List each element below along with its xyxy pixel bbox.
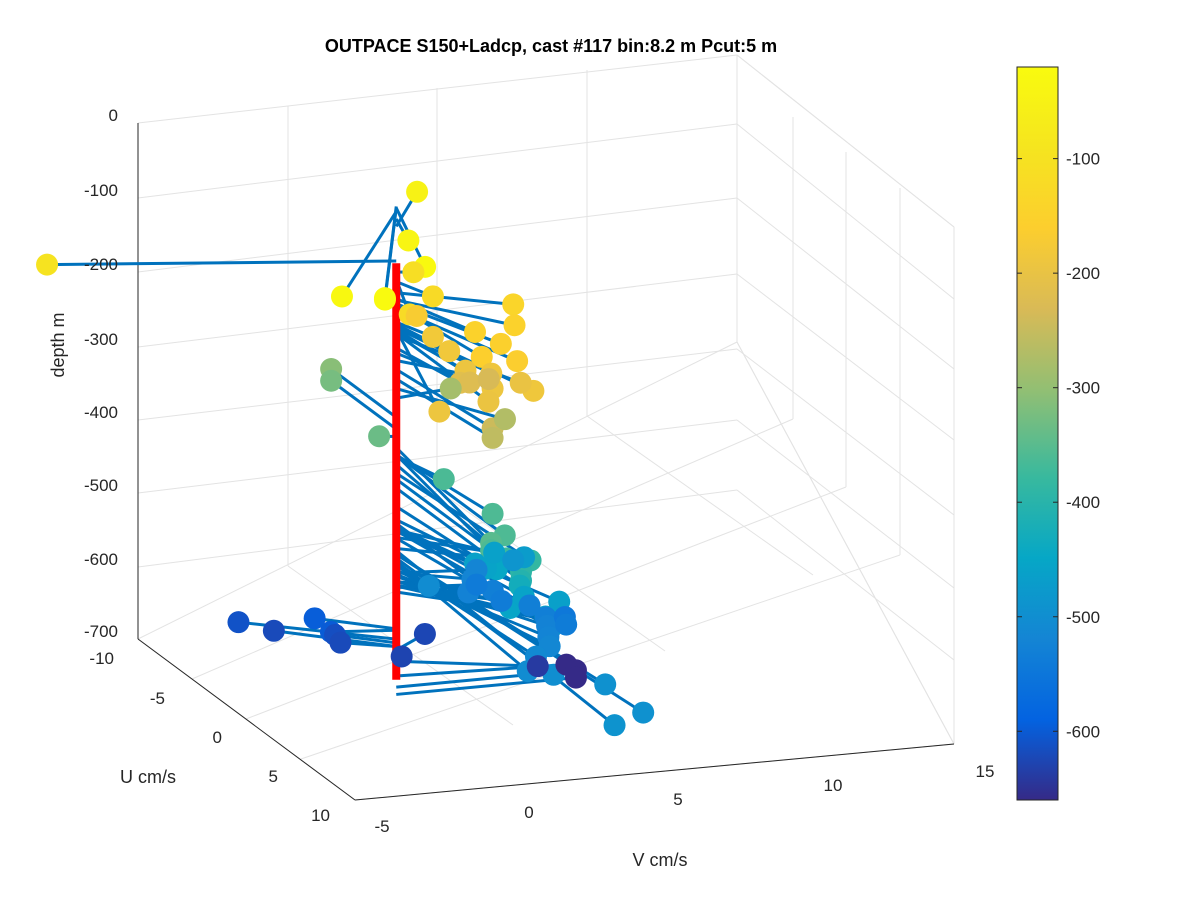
z-tick-label: -600 [84, 550, 118, 569]
velocity-point [477, 368, 500, 391]
velocity-stem [395, 559, 529, 673]
velocity-point [490, 589, 513, 612]
velocity-point [227, 611, 250, 634]
velocity-stem [395, 298, 515, 327]
velocity-stem [314, 616, 397, 631]
velocity-point [594, 673, 617, 696]
y-tick-label: 5 [269, 767, 278, 786]
velocity-point [526, 655, 549, 678]
velocity-points [36, 180, 655, 737]
z-tick-label: 0 [109, 106, 118, 125]
y-tick-label: -10 [89, 649, 114, 668]
velocity-point [503, 314, 526, 337]
velocity-point [470, 345, 493, 368]
velocity-point [481, 426, 504, 449]
velocity-point [489, 332, 512, 355]
velocity-stem [396, 659, 538, 668]
velocity-stem [395, 368, 494, 430]
velocity-point [413, 622, 436, 645]
velocity-stem [395, 472, 532, 562]
velocity-point [632, 701, 655, 724]
colorbar-tick-label: -100 [1066, 150, 1100, 169]
x-tick-label: 15 [976, 762, 995, 781]
colorbar [1016, 66, 1059, 801]
velocity-point [493, 408, 516, 431]
velocity-stem [330, 367, 398, 419]
velocity-point [438, 340, 461, 363]
z-tick-label: -300 [84, 330, 118, 349]
y-axis-label: U cm/s [120, 767, 176, 787]
velocity-stem [47, 259, 397, 267]
velocity-point [402, 261, 425, 284]
velocity-stem [395, 528, 476, 565]
colorbar-ticks: -100 -200 -300 -400 -500 -600 [1017, 150, 1100, 741]
velocity-point [481, 502, 504, 525]
velocity-stem [395, 446, 493, 544]
velocity-point [555, 613, 578, 636]
velocity-point [483, 541, 506, 564]
velocity-point [506, 350, 529, 373]
velocity-point [329, 631, 352, 654]
x-tick-label: 5 [673, 790, 682, 809]
z-axis-label: depth m [48, 312, 68, 377]
velocity-point [368, 425, 391, 448]
velocity-point [603, 714, 626, 737]
z-tick-label: -400 [84, 403, 118, 422]
velocity-point [439, 377, 462, 400]
x-tick-label: 0 [524, 803, 533, 822]
x-tick-label: -5 [374, 817, 389, 836]
colorbar-tick-label: -500 [1066, 608, 1100, 627]
velocity-point [502, 293, 525, 316]
y-tick-label: -5 [150, 689, 165, 708]
velocity-point [397, 229, 420, 252]
velocity-point [432, 468, 455, 491]
velocity-point [373, 287, 396, 310]
velocity-point [477, 390, 500, 413]
velocity-point [464, 321, 487, 344]
z-tick-label: -500 [84, 476, 118, 495]
velocity-point [406, 180, 429, 203]
axes-grid [137, 54, 955, 801]
velocity-point [330, 285, 353, 308]
velocity-point [518, 594, 541, 617]
velocity-stem [340, 210, 398, 298]
velocity-point [458, 371, 481, 394]
velocity-point [428, 400, 451, 423]
z-tick-label: -700 [84, 622, 118, 641]
y-tick-label: 10 [311, 806, 330, 825]
velocity-point [465, 573, 488, 596]
velocity-point [509, 371, 532, 394]
velocity-point [421, 325, 444, 348]
velocity-point [390, 645, 413, 668]
colorbar-tick-label: -400 [1066, 493, 1100, 512]
velocity-point [303, 607, 326, 630]
z-tick-label: -100 [84, 181, 118, 200]
velocity-stem [330, 379, 398, 431]
velocity-stem [383, 206, 398, 299]
y-tick-label: 0 [213, 728, 222, 747]
colorbar-tick-label: -200 [1066, 264, 1100, 283]
velocity-point [564, 666, 587, 689]
velocity-point [421, 285, 444, 308]
velocity-stem [396, 291, 514, 306]
velocity-point [502, 549, 525, 572]
axis-tick-labels: 0-100-200-300-400-500-600-700-5051015-10… [84, 106, 994, 836]
colorbar-tick-label: -600 [1066, 722, 1100, 741]
velocity-point [417, 574, 440, 597]
z-tick-label: -200 [84, 255, 118, 274]
velocity-point [320, 369, 343, 392]
velocity-point [262, 619, 285, 642]
x-axis-label: V cm/s [632, 850, 687, 870]
x-tick-label: 10 [824, 776, 843, 795]
chart-title: OUTPACE S150+Ladcp, cast #117 bin:8.2 m … [325, 36, 777, 56]
velocity-point [405, 304, 428, 327]
velocity-point [36, 253, 59, 276]
colorbar-tick-label: -300 [1066, 379, 1100, 398]
